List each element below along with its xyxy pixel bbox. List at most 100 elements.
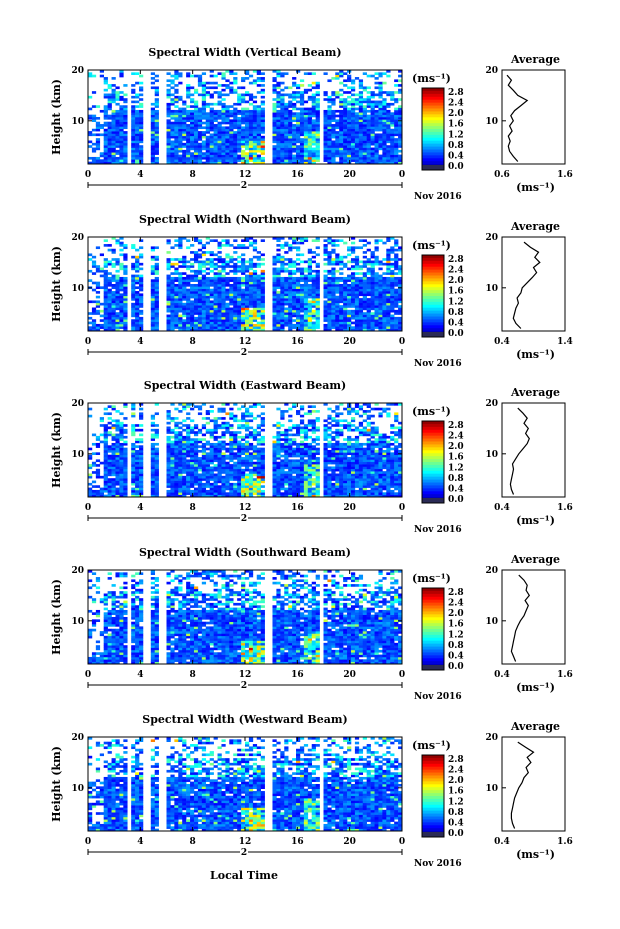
heatmap-cell — [213, 152, 218, 155]
heatmap-cell — [335, 145, 340, 148]
heatmap-cell — [190, 489, 195, 493]
heatmap-cell — [241, 93, 246, 97]
heatmap-cell — [248, 323, 254, 327]
heatmap-cell — [123, 492, 128, 495]
heatmap-cell — [350, 286, 356, 289]
heatmap-cell — [347, 135, 352, 139]
heatmap-cell — [95, 286, 101, 289]
heatmap-cell — [280, 237, 285, 240]
heatmap-cell — [276, 323, 281, 327]
heatmap-cell — [323, 112, 328, 115]
heatmap-cell — [386, 262, 391, 266]
heatmap-cell — [288, 105, 293, 108]
heatmap-cell — [178, 452, 183, 455]
heatmap-cell — [221, 326, 226, 329]
heatmap-cell — [193, 138, 199, 141]
heatmap-cell — [193, 445, 199, 448]
heatmap-cell — [280, 309, 285, 313]
heatmap-cell — [115, 86, 120, 90]
heatmap-cell — [260, 305, 265, 308]
heatmap-cell — [335, 77, 340, 80]
heatmap-cell — [217, 109, 222, 113]
heatmap-cell — [292, 300, 297, 304]
heatmap-cell — [241, 239, 246, 242]
panel-1: Spectral Width (Vertical Beam)0 4 8 12 16 20 0… — [50, 46, 573, 202]
heatmap-cell — [225, 161, 230, 165]
heatmap-cell — [217, 309, 222, 313]
heatmap-cell — [107, 272, 112, 275]
heatmap-cell — [166, 119, 171, 122]
heatmap-cell — [170, 161, 175, 165]
heatmap-cell — [221, 88, 226, 92]
heatmap-cell — [135, 473, 140, 477]
heatmap-cell — [311, 279, 316, 282]
heatmap-cell — [280, 298, 285, 301]
heatmap-cell — [331, 145, 336, 148]
heatmap-cell — [331, 251, 336, 254]
heatmap-cell — [394, 255, 399, 259]
heatmap-cell — [221, 319, 226, 322]
heatmap-cell — [303, 112, 309, 115]
heatmap-cell — [107, 326, 112, 329]
heatmap-cell — [103, 466, 108, 470]
heatmap-cell — [350, 81, 356, 85]
heatmap-cell — [190, 244, 195, 247]
heatmap-cell — [193, 117, 199, 120]
heatmap-cell — [260, 149, 265, 153]
heatmap-cell — [343, 100, 348, 104]
heatmap-cell — [323, 119, 328, 122]
heatmap-cell — [119, 154, 124, 158]
heatmap-cell — [245, 305, 250, 308]
heatmap-cell — [386, 105, 391, 108]
heatmap-cell — [280, 133, 285, 137]
heatmap-cell — [115, 152, 120, 155]
heatmap-cell — [193, 487, 199, 491]
heatmap-cell — [123, 145, 128, 148]
heatmap-cell — [205, 93, 210, 97]
heatmap-cell — [182, 419, 187, 423]
heatmap-cell — [178, 142, 183, 146]
heatmap-cell — [288, 276, 293, 280]
heatmap-cell — [335, 281, 340, 285]
heatmap-cell — [241, 131, 246, 134]
heatmap-cell — [339, 328, 344, 332]
heatmap-cell — [394, 131, 399, 134]
heatmap-cell — [178, 286, 183, 289]
heatmap-cell — [374, 326, 379, 329]
heatmap-cell — [382, 279, 387, 282]
heatmap-cell — [95, 468, 101, 472]
heatmap-cell — [296, 100, 301, 104]
heatmap-cell — [245, 117, 250, 120]
heatmap-cell — [354, 316, 360, 320]
heatmap-cell — [307, 305, 313, 308]
heatmap-cell — [347, 286, 352, 289]
heatmap-cell — [347, 305, 352, 308]
heatmap-cell — [150, 267, 156, 271]
heatmap-cell — [150, 450, 156, 453]
date-label: Nov 2016 — [414, 359, 462, 369]
heatmap-cell — [327, 237, 332, 240]
heatmap-cell — [272, 70, 277, 73]
heatmap-cell — [288, 117, 293, 120]
heatmap-cell — [343, 316, 348, 320]
heatmap-cell — [394, 262, 399, 266]
heatmap-cell — [366, 272, 371, 275]
heatmap-cell — [335, 253, 340, 257]
heatmap-cell — [139, 156, 144, 160]
heatmap-cell — [292, 133, 297, 137]
heatmap-cell — [296, 91, 301, 94]
heatmap-cell — [209, 251, 214, 254]
heatmap-cell — [350, 135, 356, 139]
heatmap-cell — [252, 316, 258, 320]
heatmap-cell — [315, 98, 320, 101]
heatmap-cell — [139, 246, 144, 250]
heatmap-cell — [260, 100, 265, 104]
heatmap-cell — [323, 248, 328, 252]
heatmap-cell — [119, 442, 124, 446]
heatmap-cell — [327, 314, 332, 318]
heatmap-cell — [186, 450, 191, 453]
heatmap-cell — [398, 323, 403, 327]
heatmap-cell — [386, 133, 391, 137]
heatmap-cell — [201, 131, 207, 134]
heatmap-cell — [205, 279, 210, 282]
